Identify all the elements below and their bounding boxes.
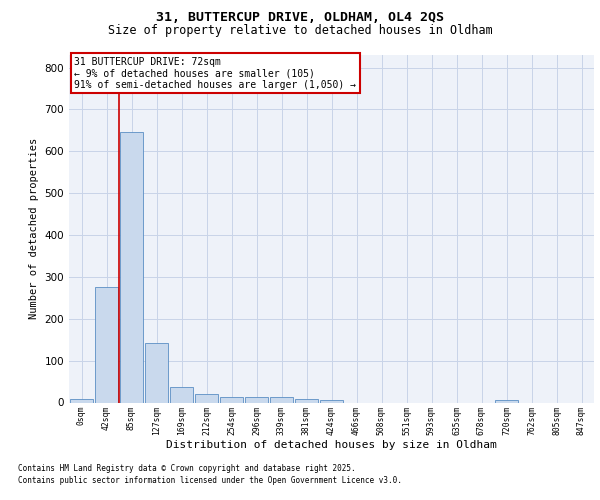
Text: Contains public sector information licensed under the Open Government Licence v3: Contains public sector information licen…	[18, 476, 402, 485]
Text: Size of property relative to detached houses in Oldham: Size of property relative to detached ho…	[107, 24, 493, 37]
Bar	[170, 386, 193, 402]
Bar	[495, 400, 518, 402]
Text: 31 BUTTERCUP DRIVE: 72sqm
← 9% of detached houses are smaller (105)
91% of semi-: 31 BUTTERCUP DRIVE: 72sqm ← 9% of detach…	[74, 56, 356, 90]
Bar	[145, 343, 168, 402]
Bar	[270, 398, 293, 402]
Bar	[245, 397, 268, 402]
Bar	[70, 399, 93, 402]
Bar	[320, 400, 343, 402]
X-axis label: Distribution of detached houses by size in Oldham: Distribution of detached houses by size …	[166, 440, 497, 450]
Bar	[295, 399, 318, 402]
Text: Contains HM Land Registry data © Crown copyright and database right 2025.: Contains HM Land Registry data © Crown c…	[18, 464, 356, 473]
Text: 31, BUTTERCUP DRIVE, OLDHAM, OL4 2QS: 31, BUTTERCUP DRIVE, OLDHAM, OL4 2QS	[156, 11, 444, 24]
Y-axis label: Number of detached properties: Number of detached properties	[29, 138, 39, 320]
Bar	[120, 132, 143, 402]
Bar	[195, 394, 218, 402]
Bar	[95, 288, 118, 403]
Bar	[220, 396, 243, 402]
